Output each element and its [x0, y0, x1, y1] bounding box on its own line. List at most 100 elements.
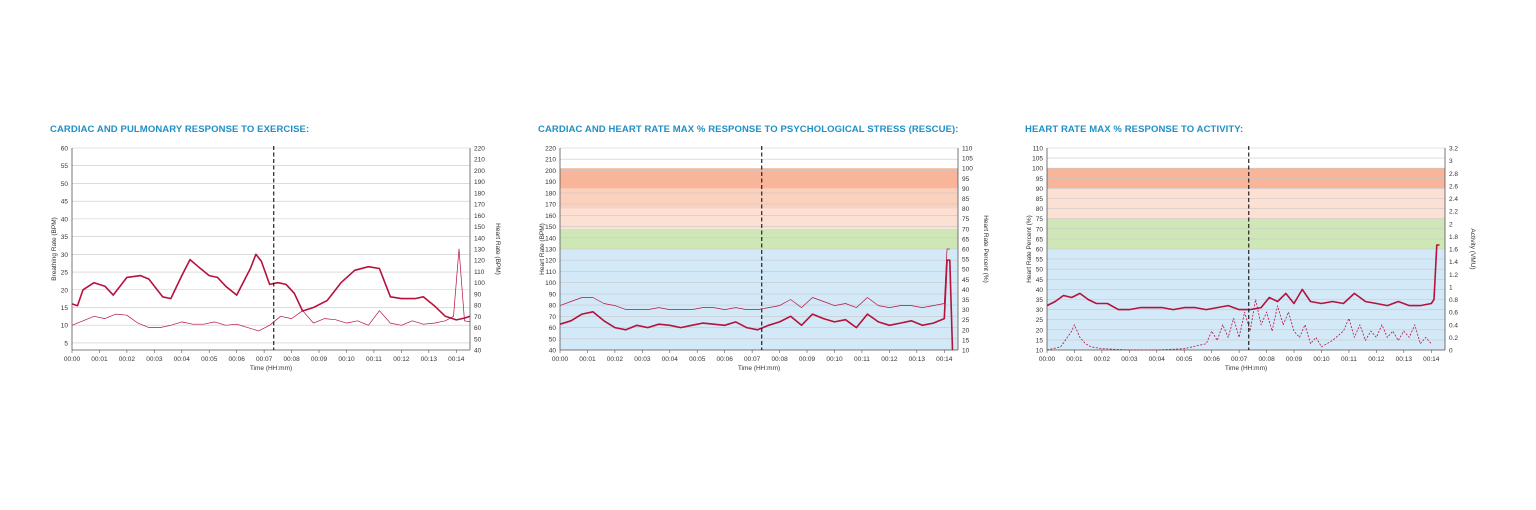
y-tick-label: 90 [1036, 186, 1044, 193]
series-line-1 [559, 248, 950, 310]
x-tick-label: 00:14 [1423, 356, 1440, 363]
y2-tick-label: 2.6 [1449, 183, 1458, 190]
y-tick-label: 15 [1036, 337, 1044, 344]
y-tick-label: 160 [545, 213, 556, 220]
y-tick-label: 15 [61, 305, 69, 312]
x-tick-label: 00:07 [744, 356, 761, 363]
y-tick-label: 80 [1036, 206, 1044, 213]
y-tick-label: 130 [545, 247, 556, 254]
y2-tick-label: 90 [474, 291, 482, 298]
y2-tick-label: 70 [962, 226, 970, 233]
x-tick-label: 00:07 [1231, 356, 1248, 363]
y2-tick-label: 120 [474, 258, 485, 265]
x-tick-label: 00:06 [1204, 356, 1221, 363]
zone-band-0 [560, 249, 958, 350]
y2-tick-label: 105 [962, 156, 973, 163]
x-tick-label: 00:10 [826, 356, 843, 363]
y-tick-label: 10 [1036, 348, 1044, 355]
y2-tick-label: 180 [474, 190, 485, 197]
y2-tick-label: 1.8 [1449, 234, 1458, 241]
y-tick-label: 90 [549, 291, 557, 298]
x-tick-label: 00:03 [146, 356, 163, 363]
y2-tick-label: 130 [474, 247, 485, 254]
y2-tick-label: 140 [474, 235, 485, 242]
x-tick-label: 00:14 [936, 356, 953, 363]
x-tick-label: 00:14 [448, 356, 465, 363]
x-tick-label: 00:01 [91, 356, 108, 363]
y2-tick-label: 50 [962, 267, 970, 274]
chart-activity: 1015202530354045505560657075808590951001… [1026, 146, 1476, 373]
y-tick-label: 5 [64, 340, 68, 347]
y-tick-label: 75 [1036, 216, 1044, 223]
y-tick-label: 25 [61, 270, 69, 277]
zone-band-1 [560, 228, 958, 249]
y2-tick-label: 100 [962, 166, 973, 173]
y-tick-label: 95 [1036, 176, 1044, 183]
y2-axis-label: Activity (VMU) [1469, 228, 1476, 269]
y-tick-label: 170 [545, 202, 556, 209]
x-tick-label: 00:12 [881, 356, 898, 363]
y2-tick-label: 220 [474, 146, 485, 153]
y2-tick-label: 60 [474, 325, 482, 332]
y-tick-label: 45 [61, 199, 69, 206]
y-tick-label: 120 [545, 258, 556, 265]
x-tick-label: 00:09 [799, 356, 816, 363]
y-tick-label: 30 [1036, 307, 1044, 314]
x-tick-label: 00:11 [366, 356, 382, 363]
series-line-0 [71, 253, 471, 321]
y2-tick-label: 0 [1449, 348, 1453, 355]
y-tick-label: 210 [545, 157, 556, 164]
y2-tick-label: 80 [962, 206, 970, 213]
y-tick-label: 200 [545, 168, 556, 175]
x-tick-label: 00:00 [1039, 356, 1056, 363]
x-tick-label: 00:10 [1313, 356, 1330, 363]
x-tick-label: 00:07 [256, 356, 273, 363]
y2-axis-label: Heart Rate (BPM) [494, 223, 501, 275]
x-tick-label: 00:12 [1368, 356, 1385, 363]
y2-tick-label: 2.2 [1449, 209, 1458, 216]
y2-axis-label: Heart Rate Percent (%) [982, 215, 989, 283]
chart-panel-exercise: CARDIAC AND PULMONARY RESPONSE TO EXERCI… [50, 120, 520, 380]
y2-tick-label: 0.4 [1449, 322, 1458, 329]
y-tick-label: 180 [545, 190, 556, 197]
x-tick-label: 00:05 [201, 356, 218, 363]
y2-tick-label: 40 [962, 287, 970, 294]
x-tick-label: 00:09 [311, 356, 328, 363]
y-tick-label: 40 [549, 348, 557, 355]
y2-tick-label: 160 [474, 213, 485, 220]
y2-tick-label: 1 [1449, 284, 1453, 291]
y2-tick-label: 65 [962, 236, 970, 243]
chart-title: CARDIAC AND PULMONARY RESPONSE TO EXERCI… [50, 124, 310, 135]
y-tick-label: 100 [545, 280, 556, 287]
y-tick-label: 110 [546, 269, 557, 276]
y-axis-label: Breathing Rate (BPM) [51, 217, 58, 281]
y-tick-label: 60 [61, 146, 69, 153]
y-tick-label: 70 [1036, 226, 1044, 233]
y2-tick-label: 110 [962, 146, 973, 153]
x-tick-label: 00:00 [552, 356, 569, 363]
series-line-1 [1046, 299, 1432, 351]
y-tick-label: 40 [61, 216, 69, 223]
series-line-0 [1046, 244, 1440, 311]
zone-band-2 [560, 208, 958, 229]
y2-tick-label: 50 [474, 336, 482, 343]
x-tick-label: 00:05 [689, 356, 706, 363]
x-axis-label: Time (HH:mm) [250, 365, 292, 372]
y2-tick-label: 110 [474, 269, 485, 276]
y-tick-label: 60 [549, 325, 557, 332]
y-tick-label: 40 [1036, 287, 1044, 294]
y2-tick-label: 60 [962, 247, 970, 254]
y2-tick-label: 150 [474, 224, 485, 231]
y-tick-label: 50 [61, 181, 69, 188]
x-tick-label: 00:02 [607, 356, 624, 363]
x-tick-label: 00:08 [1258, 356, 1275, 363]
y2-tick-label: 10 [962, 348, 970, 355]
chart-panel-activity: HEART RATE MAX % RESPONSE TO ACTIVITY: 1… [1025, 120, 1495, 380]
x-tick-label: 00:12 [393, 356, 410, 363]
x-tick-label: 00:03 [634, 356, 651, 363]
y2-tick-label: 30 [962, 307, 970, 314]
y2-tick-label: 75 [962, 216, 970, 223]
x-tick-label: 00:13 [909, 356, 926, 363]
x-tick-label: 00:09 [1286, 356, 1303, 363]
y-tick-label: 45 [1036, 277, 1044, 284]
